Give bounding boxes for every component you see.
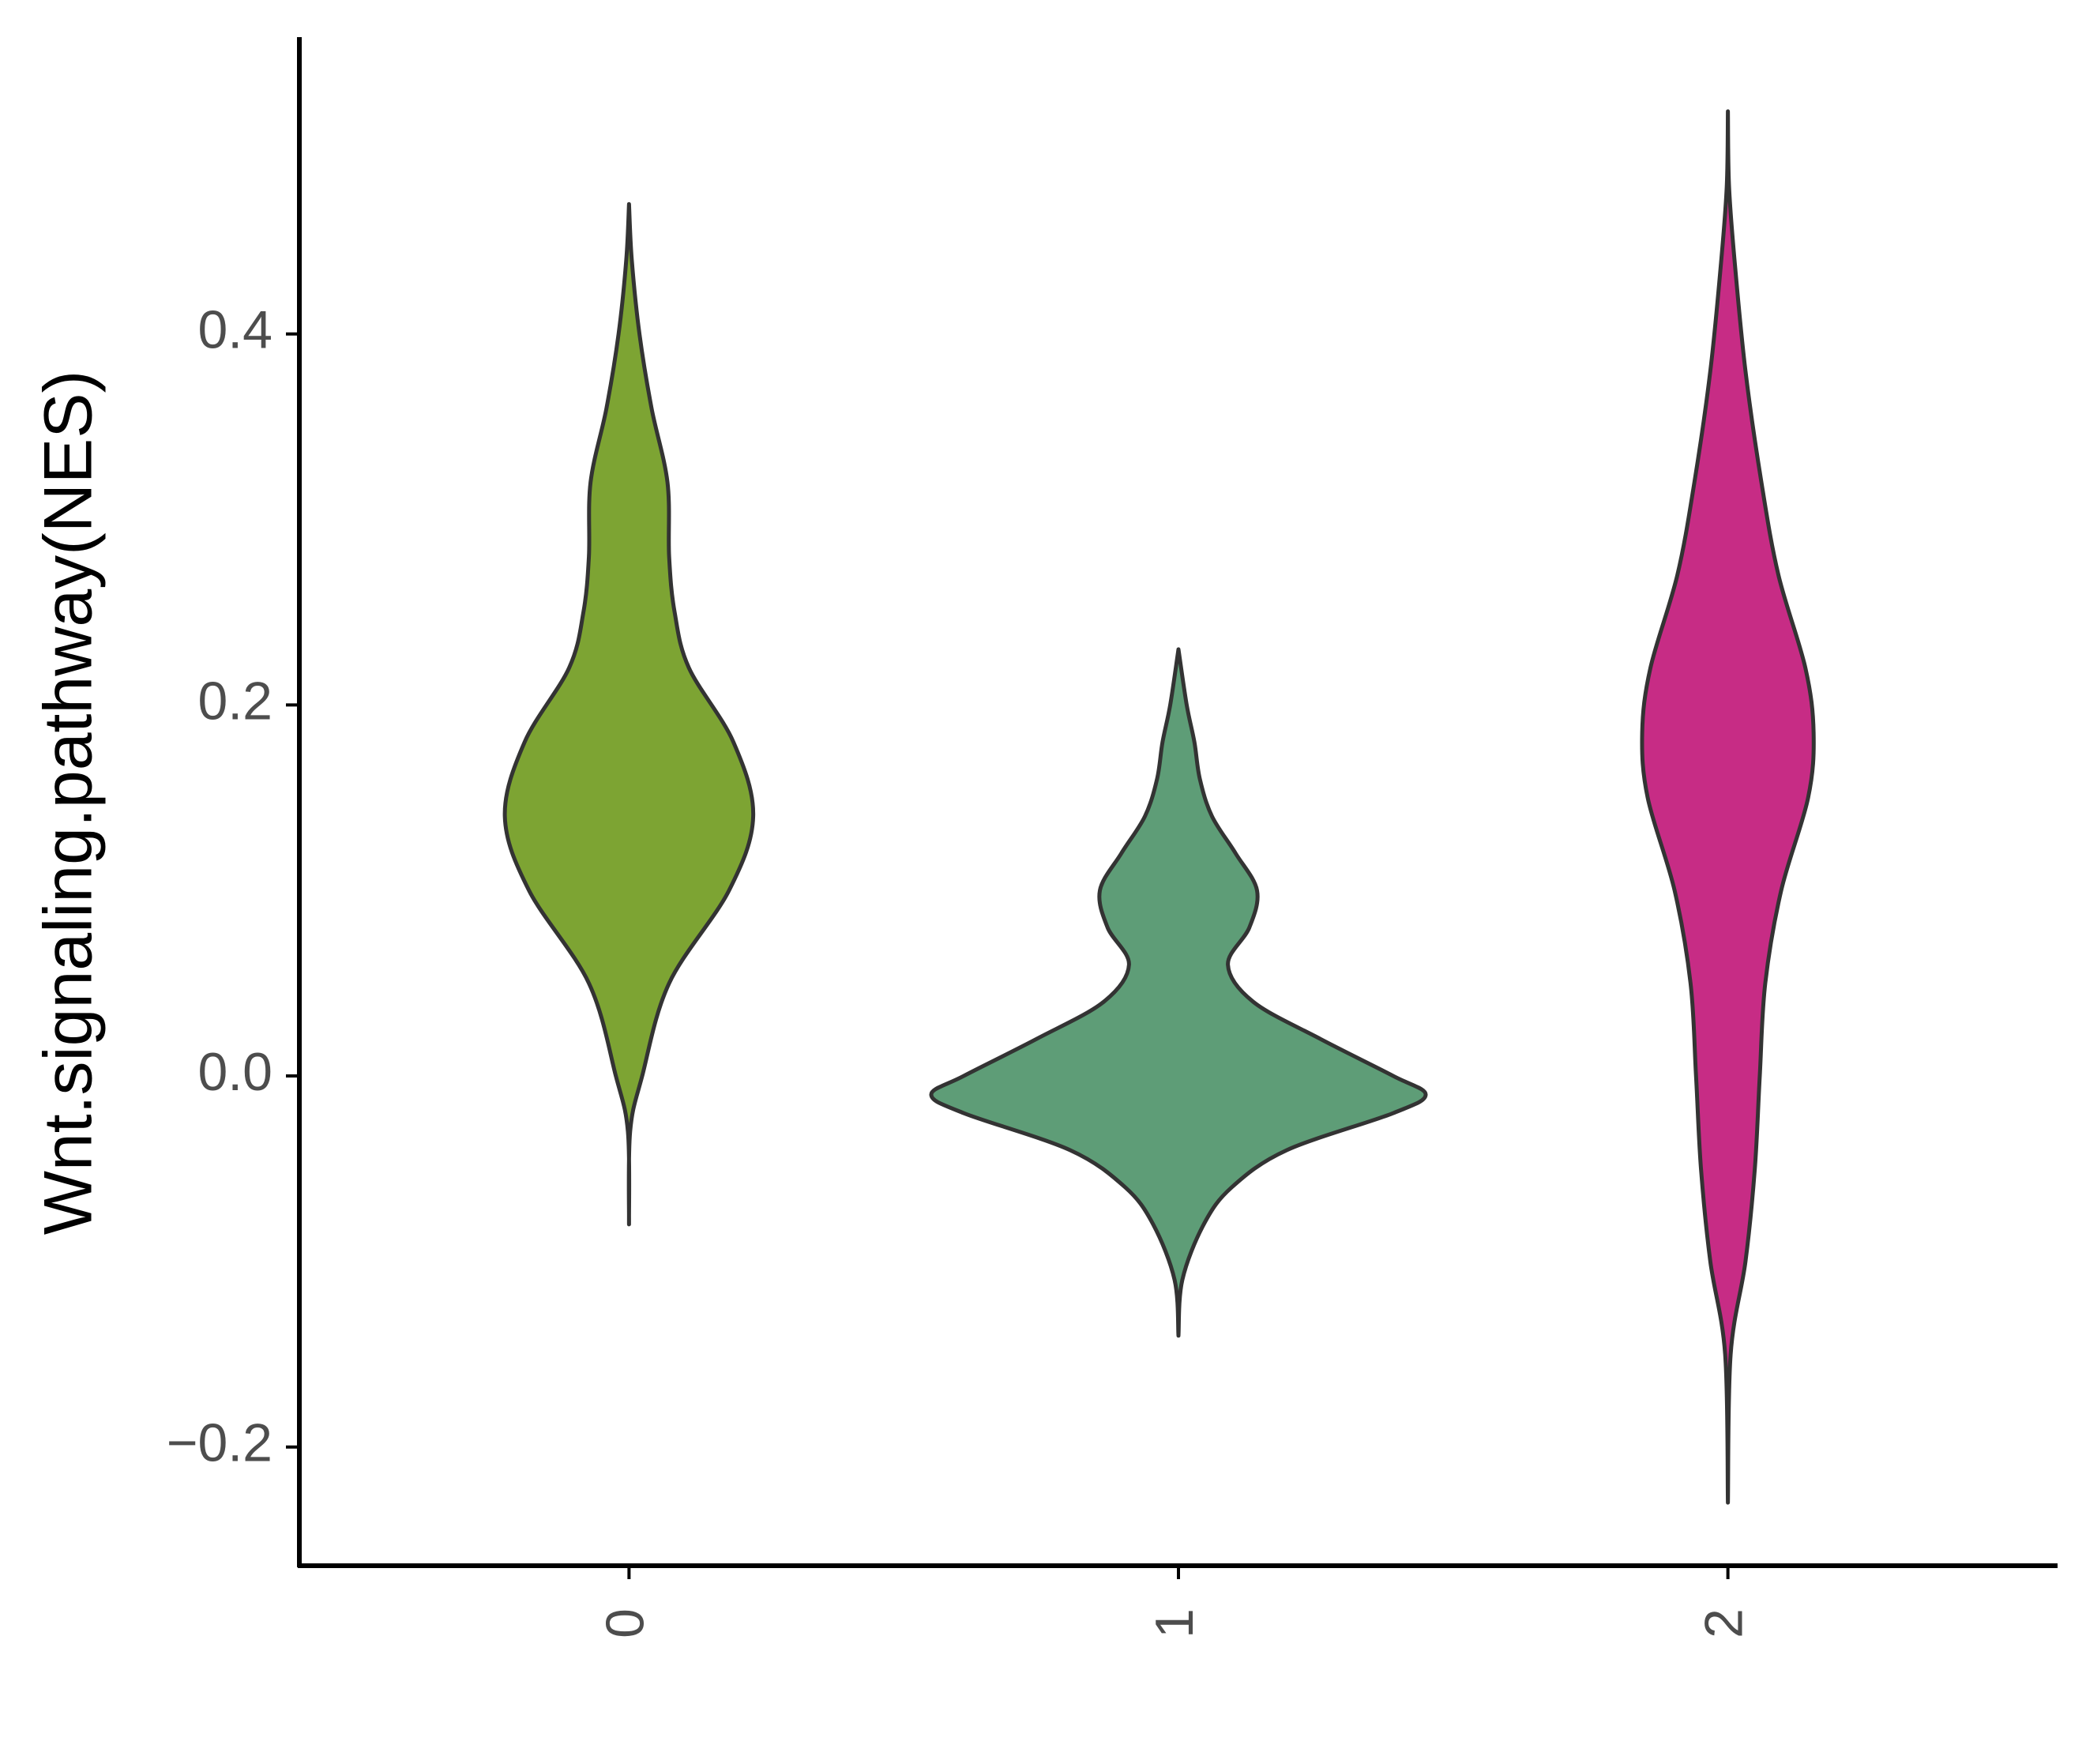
violin <box>502 201 756 1227</box>
y-tick-label: 0.0 <box>197 1042 272 1102</box>
x-tick-label: 1 <box>1144 1608 1205 1638</box>
y-tick-label: −0.2 <box>167 1413 272 1473</box>
violin <box>1640 109 1816 1505</box>
y-axis-label: Wnt.signaling.pathway(NES) <box>31 370 107 1236</box>
violin <box>929 647 1428 1338</box>
x-tick-label: 2 <box>1694 1608 1754 1638</box>
y-tick-label: 0.4 <box>197 300 272 360</box>
y-tick-label: 0.2 <box>197 671 272 731</box>
x-tick-label: 0 <box>595 1608 655 1638</box>
